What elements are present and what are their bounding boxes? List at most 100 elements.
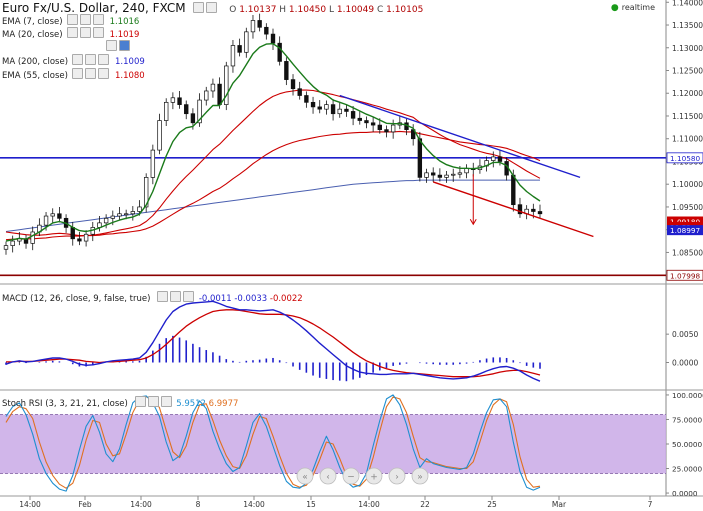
candle-body xyxy=(150,149,156,178)
nav-button[interactable] xyxy=(296,467,314,485)
indicator-row[interactable]: EMA (7, close) 1.1016 xyxy=(2,14,139,28)
candle-body xyxy=(143,177,149,208)
candle-body xyxy=(244,31,249,53)
indicator-button[interactable] xyxy=(84,68,96,79)
ohlc-value: 1.10137 xyxy=(239,5,280,15)
indicator-buttons[interactable] xyxy=(66,14,106,28)
time-tick-label: 8 xyxy=(196,500,201,509)
header-button[interactable] xyxy=(193,2,205,13)
macd-buttons[interactable] xyxy=(157,291,196,304)
macd-button[interactable] xyxy=(170,291,182,302)
candle-body xyxy=(297,88,302,96)
indicator-label: EMA (55, close) xyxy=(2,71,68,81)
nav-button-icon: ‹ xyxy=(326,473,330,483)
macd-tick-label: 0.0050 xyxy=(672,330,698,339)
realtime-label: realtime xyxy=(621,3,655,12)
nav-button-icon: › xyxy=(395,473,399,483)
ohlc-value: 1.10049 xyxy=(336,5,377,15)
header-button[interactable] xyxy=(206,2,218,13)
indicator-value: 5.9512 xyxy=(176,399,209,409)
ohlc-key: H xyxy=(279,5,289,15)
indicator-button[interactable] xyxy=(79,14,91,25)
time-tick-label: 14:00 xyxy=(19,500,41,509)
price-tick-label: 1.13000 xyxy=(672,44,703,53)
indicator-button[interactable] xyxy=(66,14,78,25)
macd-button[interactable] xyxy=(183,291,195,302)
candle-body xyxy=(77,238,82,242)
indicator-button[interactable] xyxy=(106,40,117,51)
candle-body xyxy=(30,231,35,244)
indicator-row[interactable]: EMA (55, close) 1.1080 xyxy=(2,68,145,82)
price-tick-label: 1.11000 xyxy=(672,135,703,144)
candle-body xyxy=(277,42,282,62)
candle-body xyxy=(184,104,189,115)
indicator-button[interactable] xyxy=(119,40,130,51)
candle-body xyxy=(491,156,496,161)
macd-histogram xyxy=(5,335,541,382)
indicator-value: 6.9977 xyxy=(208,399,239,409)
time-tick-label: 7 xyxy=(648,500,653,509)
candle-body xyxy=(130,211,136,215)
stoch-buttons[interactable] xyxy=(134,396,174,409)
candle-body xyxy=(204,90,209,101)
stoch-button[interactable] xyxy=(134,396,146,407)
candle-body xyxy=(210,83,216,92)
ohlc-key: C xyxy=(376,5,387,15)
indicator-buttons[interactable] xyxy=(106,40,132,54)
stoch-k-line xyxy=(5,394,541,492)
candle-body xyxy=(177,97,182,105)
indicator-button[interactable] xyxy=(92,27,104,38)
hidden-indicator-row[interactable] xyxy=(2,40,132,54)
nav-button[interactable] xyxy=(388,467,406,485)
nav-button[interactable] xyxy=(342,467,360,485)
indicator-label: EMA (7, close) xyxy=(2,17,63,27)
nav-button[interactable] xyxy=(319,467,337,485)
candle-body xyxy=(43,215,49,226)
candle-body xyxy=(497,156,503,162)
indicator-buttons[interactable] xyxy=(71,68,111,82)
indicator-button[interactable] xyxy=(97,68,109,79)
nav-button-icon: » xyxy=(417,473,423,483)
macd-button[interactable] xyxy=(157,291,169,302)
ohlc-value: 1.10105 xyxy=(386,5,424,15)
stoch-button[interactable] xyxy=(160,396,172,407)
nav-button[interactable] xyxy=(365,467,383,485)
indicator-row[interactable]: MA (20, close) 1.1019 xyxy=(2,27,139,41)
realtime-dot-icon: ● xyxy=(610,3,619,13)
indicator-button[interactable] xyxy=(71,68,83,79)
candle-body xyxy=(257,20,262,28)
candle-body xyxy=(310,101,316,108)
candle-body xyxy=(444,174,449,178)
candle-body xyxy=(230,45,236,67)
indicator-button[interactable] xyxy=(79,27,91,38)
candle-body xyxy=(437,174,443,178)
nav-button[interactable] xyxy=(411,467,429,485)
header-buttons[interactable] xyxy=(193,1,219,15)
ohlc-key: L xyxy=(329,5,337,15)
time-tick-label: 14:00 xyxy=(358,500,380,509)
macd-label: MACD (12, 26, close, 9, false, true) xyxy=(2,294,151,304)
candle-body xyxy=(157,120,162,151)
time-tick-label: 25 xyxy=(487,500,497,509)
indicator-button[interactable] xyxy=(92,14,104,25)
stoch-button[interactable] xyxy=(147,396,159,407)
trendline-down xyxy=(339,94,581,179)
indicator-button[interactable] xyxy=(85,54,97,65)
candle-body xyxy=(337,108,342,115)
indicator-button[interactable] xyxy=(66,27,78,38)
trendline-up xyxy=(432,181,594,238)
price-tag-box xyxy=(667,216,703,227)
instrument-title: Euro Fx/U.S. Dollar, 240, FXCM xyxy=(2,1,186,15)
indicator-buttons[interactable] xyxy=(72,54,111,68)
stoch-values: 5.9512 6.9977 xyxy=(176,399,238,409)
time-tick-label: 15 xyxy=(306,500,316,509)
indicator-button[interactable] xyxy=(72,54,84,65)
indicator-button[interactable] xyxy=(98,54,110,65)
candle-body xyxy=(457,172,463,175)
candle-body xyxy=(424,172,429,178)
time-tick-label: 14:00 xyxy=(243,500,265,509)
indicator-buttons[interactable] xyxy=(66,27,106,41)
time-tick-label: Mar xyxy=(552,500,567,509)
indicator-row[interactable]: MA (200, close) 1.1009 xyxy=(2,54,145,68)
